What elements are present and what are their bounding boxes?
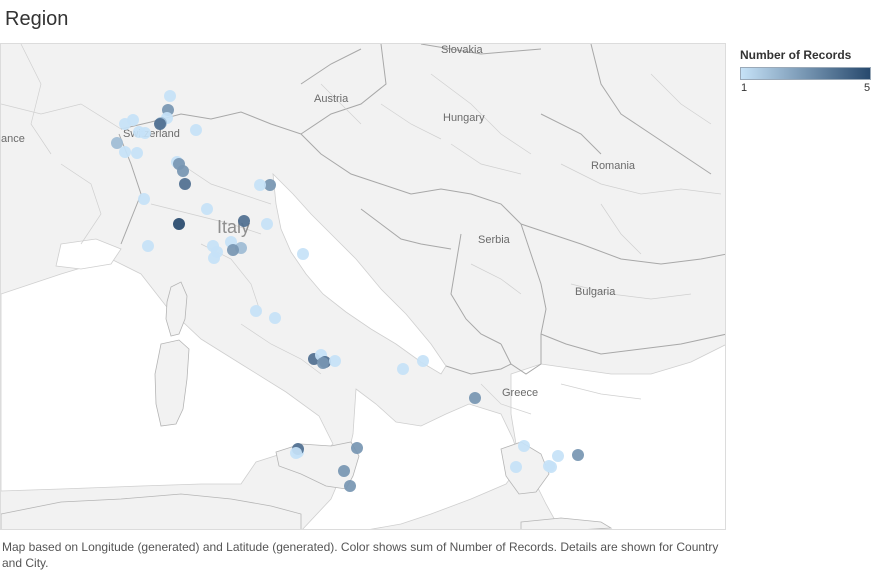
map-point[interactable] bbox=[351, 442, 363, 454]
map-point[interactable] bbox=[131, 147, 143, 159]
map-point[interactable] bbox=[173, 218, 185, 230]
map-point[interactable] bbox=[261, 218, 273, 230]
country-borders bbox=[118, 44, 725, 375]
map-point[interactable] bbox=[154, 118, 166, 130]
legend-title: Number of Records bbox=[740, 48, 852, 62]
gulf-of-lion bbox=[55, 238, 122, 270]
color-legend: Number of Records 1 5 bbox=[740, 48, 874, 96]
label-serbia: Serbia bbox=[478, 234, 511, 246]
map-point[interactable] bbox=[338, 465, 350, 477]
map-point[interactable] bbox=[469, 392, 481, 404]
map-point[interactable] bbox=[397, 363, 409, 375]
data-points[interactable] bbox=[111, 90, 584, 492]
map-point[interactable] bbox=[344, 480, 356, 492]
north-africa-coast bbox=[1, 493, 302, 529]
legend-min-label: 1 bbox=[741, 82, 748, 94]
map-point[interactable] bbox=[543, 460, 555, 472]
corsica bbox=[165, 281, 188, 337]
legend-ticks: 1 5 bbox=[740, 82, 874, 96]
map-point[interactable] bbox=[119, 146, 131, 158]
aegean-sea bbox=[510, 344, 725, 529]
map-point[interactable] bbox=[138, 193, 150, 205]
map-point[interactable] bbox=[190, 124, 202, 136]
map-point[interactable] bbox=[201, 203, 213, 215]
map-point[interactable] bbox=[552, 450, 564, 462]
region-borders bbox=[1, 44, 722, 415]
map-point[interactable] bbox=[329, 355, 341, 367]
map-point[interactable] bbox=[417, 355, 429, 367]
map-point[interactable] bbox=[510, 461, 522, 473]
map-point[interactable] bbox=[254, 179, 266, 191]
label-switzerland: Switzerland bbox=[123, 128, 180, 140]
map-view[interactable]: Slovakia Austria Hungary ance Switzerlan… bbox=[0, 43, 726, 530]
map-point[interactable] bbox=[111, 137, 123, 149]
label-hungary: Hungary bbox=[443, 112, 485, 124]
map-svg: Slovakia Austria Hungary ance Switzerlan… bbox=[1, 44, 725, 529]
label-france: ance bbox=[1, 133, 25, 145]
map-point[interactable] bbox=[297, 248, 309, 260]
crete bbox=[520, 517, 613, 529]
map-point[interactable] bbox=[572, 449, 584, 461]
map-point[interactable] bbox=[238, 215, 250, 227]
map-point[interactable] bbox=[133, 126, 145, 138]
label-romania: Romania bbox=[591, 160, 636, 172]
map-point[interactable] bbox=[518, 440, 530, 452]
label-greece: Greece bbox=[502, 387, 538, 399]
label-bulgaria: Bulgaria bbox=[575, 286, 616, 298]
map-point[interactable] bbox=[290, 447, 302, 459]
map-point[interactable] bbox=[269, 312, 281, 324]
map-point[interactable] bbox=[177, 165, 189, 177]
page-title: Region bbox=[5, 8, 69, 30]
map-point[interactable] bbox=[179, 178, 191, 190]
legend-max-label: 5 bbox=[864, 82, 871, 94]
sea-areas bbox=[1, 172, 725, 529]
legend-gradient-bar bbox=[740, 67, 871, 80]
islands bbox=[1, 281, 613, 529]
map-point[interactable] bbox=[164, 90, 176, 102]
label-austria: Austria bbox=[314, 93, 349, 105]
map-point[interactable] bbox=[127, 114, 139, 126]
adriatic-sea bbox=[272, 172, 447, 375]
map-point[interactable] bbox=[227, 244, 239, 256]
map-caption: Map based on Longitude (generated) and L… bbox=[2, 540, 719, 570]
label-slovakia: Slovakia bbox=[441, 44, 483, 56]
map-point[interactable] bbox=[208, 252, 220, 264]
map-point[interactable] bbox=[142, 240, 154, 252]
map-point[interactable] bbox=[317, 357, 329, 369]
map-point[interactable] bbox=[264, 179, 276, 191]
sardinia bbox=[154, 339, 190, 427]
ionian-sea bbox=[302, 388, 522, 529]
map-point[interactable] bbox=[250, 305, 262, 317]
